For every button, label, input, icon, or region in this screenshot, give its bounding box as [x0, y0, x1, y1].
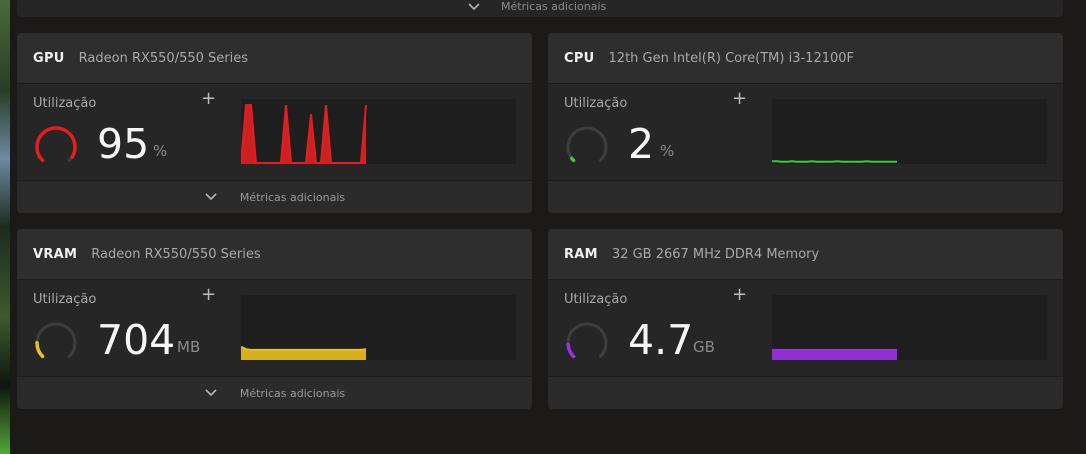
utilization-gauge — [566, 126, 608, 163]
more-metrics-label: Métricas adicionais — [239, 386, 346, 400]
chevron-down-icon — [205, 193, 217, 201]
gauge-fill — [570, 156, 576, 163]
more-metrics-label: Métricas adicionais — [239, 190, 346, 204]
utilization-label: Utilização — [33, 292, 97, 307]
previous-panel-footer: Métricas adicionais — [17, 0, 1063, 17]
utilization-label: Utilização — [33, 96, 97, 111]
card-footer — [548, 376, 1063, 409]
usage-chart — [241, 295, 516, 360]
desktop-background-strip — [0, 0, 10, 454]
utilization-unit: MB — [177, 338, 201, 356]
chevron-down-icon — [205, 389, 217, 397]
gauge-track — [35, 322, 77, 358]
add-icon[interactable]: + — [201, 88, 217, 109]
chart-area — [241, 346, 366, 360]
gauge-fill — [35, 340, 45, 359]
utilization-gauge — [35, 322, 77, 359]
card-title: VRAM — [33, 246, 78, 262]
utilization-unit: % — [153, 142, 168, 160]
utilization-gauge — [35, 126, 77, 163]
card-title: CPU — [564, 50, 595, 66]
card-subtitle: Radeon RX550/550 Series — [91, 246, 261, 262]
card-header: VRAM Radeon RX550/550 Series — [17, 229, 532, 280]
gauge-fill — [35, 126, 77, 163]
chevron-down-icon — [468, 2, 480, 10]
gauge-track — [566, 322, 608, 358]
cpu-card: CPU 12th Gen Intel(R) Core(TM) i3-12100F… — [548, 33, 1063, 213]
card-footer — [548, 180, 1063, 213]
card-header: RAM 32 GB 2667 MHz DDR4 Memory — [548, 229, 1063, 280]
chart-line — [241, 104, 367, 164]
utilization-unit: % — [660, 142, 675, 160]
usage-chart — [241, 99, 516, 164]
more-metrics-button[interactable]: Métricas adicionais — [17, 180, 532, 213]
card-title: GPU — [33, 50, 65, 66]
ram-card: RAM 32 GB 2667 MHz DDR4 Memory Utilizaçã… — [548, 229, 1063, 409]
utilization-gauge — [566, 322, 608, 359]
card-title: RAM — [564, 246, 598, 262]
usage-chart — [772, 99, 1047, 164]
card-body: Utilização + 2 % — [548, 84, 1063, 180]
card-header: GPU Radeon RX550/550 Series — [17, 33, 532, 84]
chart-area — [241, 105, 366, 164]
card-subtitle: 12th Gen Intel(R) Core(TM) i3-12100F — [608, 50, 855, 66]
gpu-card: GPU Radeon RX550/550 Series Utilização +… — [17, 33, 532, 213]
more-metrics-button[interactable]: Métricas adicionais — [17, 376, 532, 409]
more-metrics-button[interactable]: Métricas adicionais — [467, 0, 606, 13]
card-header: CPU 12th Gen Intel(R) Core(TM) i3-12100F — [548, 33, 1063, 84]
vram-card: VRAM Radeon RX550/550 Series Utilização … — [17, 229, 532, 409]
chart-line — [241, 345, 367, 351]
utilization-value: 2 — [628, 120, 655, 168]
card-subtitle: 32 GB 2667 MHz DDR4 Memory — [611, 246, 820, 262]
utilization-value: 4.7 — [628, 316, 694, 364]
usage-chart — [772, 295, 1047, 360]
gauge-fill — [566, 342, 576, 359]
add-icon[interactable]: + — [732, 284, 748, 305]
card-body: Utilização + 4.7 GB — [548, 280, 1063, 376]
gauge-track — [566, 126, 608, 162]
utilization-value: 704 — [97, 316, 176, 364]
utilization-unit: GB — [693, 338, 715, 356]
chart-line — [772, 160, 897, 163]
utilization-label: Utilização — [564, 292, 628, 307]
utilization-value: 95 — [97, 120, 150, 168]
more-metrics-label: Métricas adicionais — [501, 0, 607, 13]
card-body: Utilização + 95 % — [17, 84, 532, 180]
chart-area — [772, 349, 897, 360]
utilization-label: Utilização — [564, 96, 628, 111]
add-icon[interactable]: + — [201, 284, 217, 305]
add-icon[interactable]: + — [732, 88, 748, 109]
card-subtitle: Radeon RX550/550 Series — [78, 50, 248, 66]
card-body: Utilização + 704 MB — [17, 280, 532, 376]
